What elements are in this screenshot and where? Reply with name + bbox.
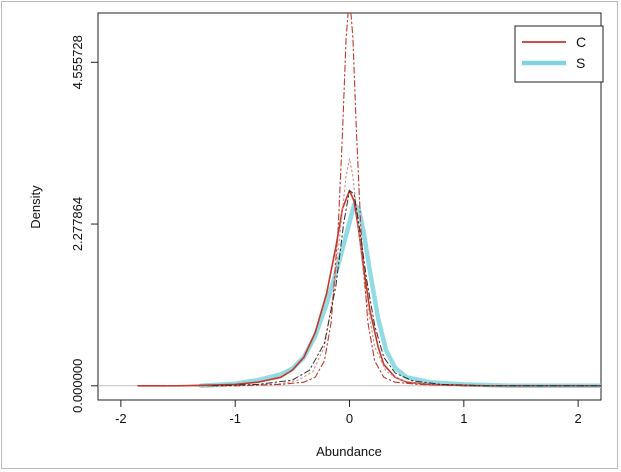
series-line-2 xyxy=(166,158,601,387)
series-line-0 xyxy=(137,189,601,387)
series-line-4 xyxy=(211,190,601,387)
x-tick-label: 0 xyxy=(346,411,353,426)
legend-label-s: S xyxy=(576,55,585,71)
series-line-3 xyxy=(198,202,601,389)
y-tick-label: 2.277864 xyxy=(70,197,85,251)
y-axis-label: Density xyxy=(28,185,43,229)
x-tick-label: -2 xyxy=(115,411,127,426)
y-tick-label: 0.000000 xyxy=(70,359,85,413)
x-tick-label: 1 xyxy=(460,411,467,426)
series-line-1 xyxy=(166,13,601,387)
legend: C S xyxy=(514,25,604,83)
x-axis-label: Abundance xyxy=(316,444,382,459)
x-tick-label: 2 xyxy=(575,411,582,426)
y-tick-label: 4.555728 xyxy=(70,35,85,89)
legend-box xyxy=(514,25,604,83)
x-tick-label: -1 xyxy=(229,411,241,426)
legend-label-c: C xyxy=(576,34,586,50)
